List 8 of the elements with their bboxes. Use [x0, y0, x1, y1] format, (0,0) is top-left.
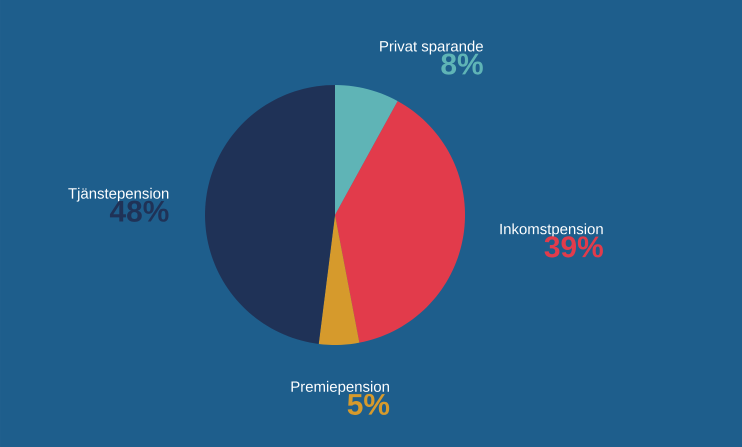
- data-label: 48%: [110, 200, 169, 222]
- slice-label: Privat sparande: [380, 40, 483, 54]
- data-label: 8%: [441, 53, 483, 75]
- slice-label: Tjänstepension: [68, 188, 168, 202]
- data-label: 5%: [348, 394, 390, 415]
- slice-label: Inkomstpension: [500, 223, 603, 238]
- data-label: 39%: [544, 236, 603, 258]
- slice-label: Premiepension: [291, 380, 389, 395]
